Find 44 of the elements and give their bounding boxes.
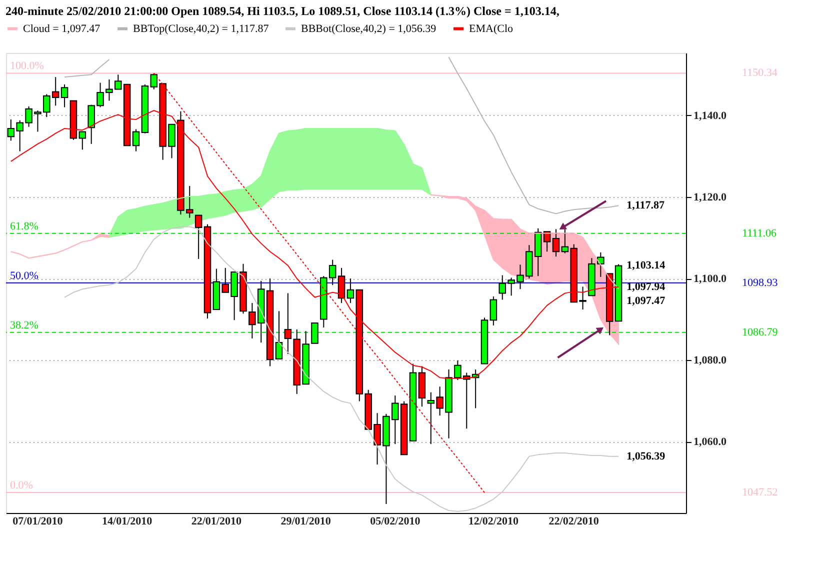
y-tick-label: 1,120.0 bbox=[694, 191, 727, 204]
ref-line-label: 1150.34 bbox=[742, 67, 778, 80]
candlestick bbox=[194, 214, 202, 260]
candlestick bbox=[543, 231, 551, 252]
x-tick-label: 07/01/2010 bbox=[12, 516, 64, 528]
annotation: 100.0% bbox=[10, 60, 44, 72]
y-tick-label: 1,060.0 bbox=[694, 436, 727, 448]
legend-label: EMA(Clo bbox=[469, 22, 514, 35]
ref-line-label: 1047.52 bbox=[742, 486, 778, 499]
candlestick bbox=[338, 267, 346, 304]
annotation: 61.8% bbox=[10, 220, 38, 232]
data-label: 1,056.39 bbox=[626, 450, 666, 462]
x-tick-label: 14/01/2010 bbox=[102, 516, 153, 528]
y-tick-label: 1,100.0 bbox=[694, 273, 727, 286]
x-tick-label: 29/01/2010 bbox=[280, 516, 332, 528]
line-series bbox=[64, 226, 620, 512]
annotation: 0.0% bbox=[10, 480, 33, 492]
annotation: 38.2% bbox=[10, 319, 38, 332]
candlestick bbox=[346, 278, 354, 304]
legend-label: Cloud = 1,097.47 bbox=[23, 22, 101, 35]
candlestick bbox=[490, 296, 498, 326]
candlestick bbox=[275, 310, 283, 360]
legend-label: BBBot(Close,40,2) = 1,056.39 bbox=[301, 22, 437, 35]
text: 1,103.14 bbox=[626, 260, 666, 272]
x-tick-label: 22/02/2010 bbox=[548, 516, 600, 528]
annotation: 50.0% bbox=[10, 270, 38, 282]
x-tick-label: 22/01/2010 bbox=[191, 516, 242, 528]
chart-title: 240-minute 25/02/2010 21:00:00 Open 1089.54, Hi 1103.5, Lo 1089.51, Close 1103.14 (1.3%) Close = 1,103.14, bbox=[6, 4, 560, 18]
ref-line-label: 1111.06 bbox=[742, 227, 778, 240]
y-tick-label: 1,140.0 bbox=[694, 110, 727, 122]
x-tick-label: 12/02/2010 bbox=[468, 516, 519, 528]
candlestick bbox=[60, 84, 68, 108]
y-tick-label: 1,080.0 bbox=[694, 354, 727, 367]
legend-label: BBTop(Close,40,2) = 1,117.87 bbox=[133, 22, 270, 35]
data-label: 1,117.87 bbox=[626, 200, 666, 212]
candlestick bbox=[132, 128, 140, 152]
data-label: 1,097.94 bbox=[626, 280, 666, 293]
data-label: 1,097.47 bbox=[626, 294, 666, 307]
candlestick bbox=[552, 228, 560, 257]
ref-line-label: 1098.93 bbox=[742, 276, 778, 289]
candlestick bbox=[78, 131, 86, 150]
x-tick-label: 05/02/2010 bbox=[370, 516, 421, 528]
candlestick bbox=[284, 292, 292, 354]
ref-line-label: 1086.79 bbox=[742, 326, 778, 338]
